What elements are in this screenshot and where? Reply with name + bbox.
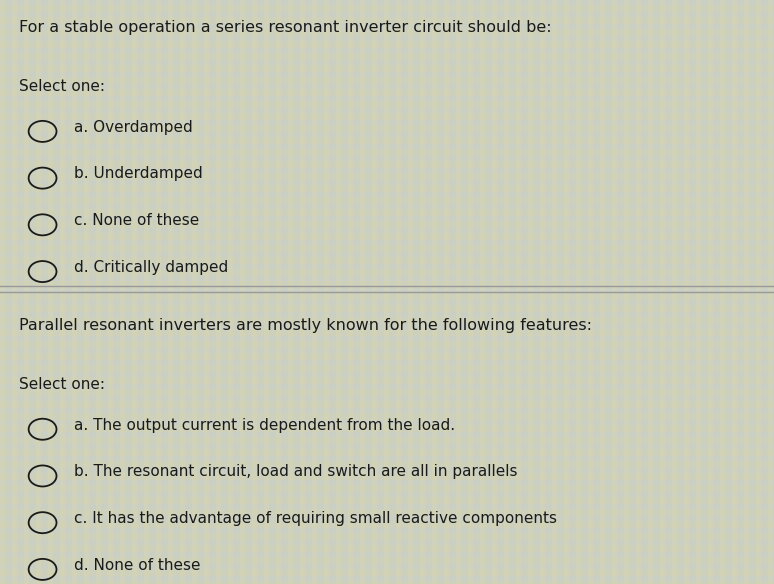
Text: a. Overdamped: a. Overdamped [74, 120, 192, 135]
Text: d. Critically damped: d. Critically damped [74, 260, 228, 275]
Text: d. None of these: d. None of these [74, 558, 200, 573]
Text: b. Underdamped: b. Underdamped [74, 166, 202, 182]
Text: c. None of these: c. None of these [74, 213, 199, 228]
Text: c. It has the advantage of requiring small reactive components: c. It has the advantage of requiring sma… [74, 511, 557, 526]
Text: For a stable operation a series resonant inverter circuit should be:: For a stable operation a series resonant… [19, 20, 552, 36]
Text: Select one:: Select one: [19, 79, 105, 94]
Text: Parallel resonant inverters are mostly known for the following features:: Parallel resonant inverters are mostly k… [19, 318, 592, 333]
Text: a. The output current is dependent from the load.: a. The output current is dependent from … [74, 418, 454, 433]
Text: b. The resonant circuit, load and switch are all in parallels: b. The resonant circuit, load and switch… [74, 464, 517, 479]
Text: Select one:: Select one: [19, 377, 105, 392]
